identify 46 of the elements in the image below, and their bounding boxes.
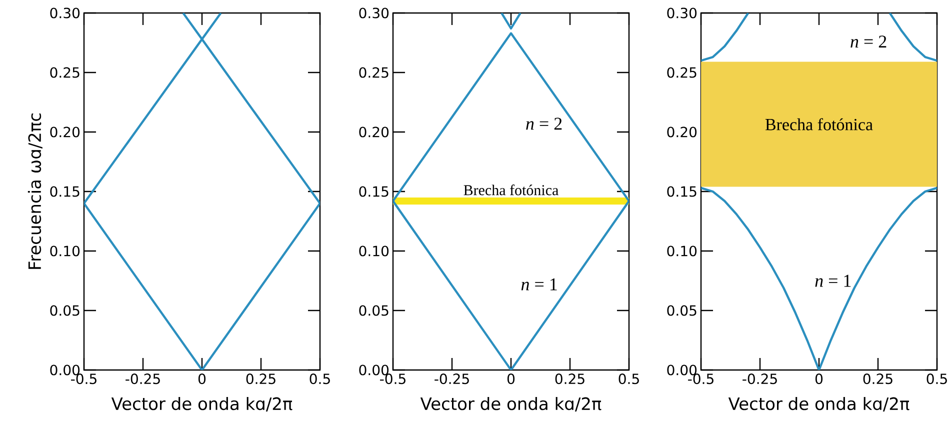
x-tick-label: 0.5 xyxy=(618,374,639,384)
y-tick-label: 0.00 xyxy=(359,364,389,376)
y-tick-label: 0.20 xyxy=(359,126,389,138)
y-tick-label: 0.15 xyxy=(50,186,80,197)
y-tick-label: 0.10 xyxy=(50,246,80,256)
y-tick-label: 0.05 xyxy=(359,305,388,316)
y-tick-label: 0.00 xyxy=(50,364,80,376)
x-tick-label: -0.5 xyxy=(380,374,406,384)
x-axis-title: Vector de onda kɑ/2π xyxy=(420,396,602,412)
annotation: n = 1 xyxy=(815,274,851,287)
y-tick-label: 0.30 xyxy=(50,8,80,18)
x-tick-label: -0.25 xyxy=(126,374,160,384)
x-tick-label: 0.5 xyxy=(310,374,330,384)
y-tick-label: 0.05 xyxy=(50,305,80,316)
x-tick-label: 0.5 xyxy=(926,374,947,384)
x-tick-label: -0.25 xyxy=(434,374,469,384)
y-tick-label: 0.10 xyxy=(359,246,389,256)
x-tick-label: 0 xyxy=(815,374,823,384)
annotation: n = 2 xyxy=(526,118,562,130)
y-tick-label: 0.05 xyxy=(667,305,696,316)
y-tick-label: 0.30 xyxy=(359,8,389,18)
y-tick-label: 0.25 xyxy=(50,67,80,78)
x-tick-label: 0.25 xyxy=(246,374,276,384)
y-axis-title: Frecuencia ωɑ/2πc xyxy=(28,114,42,269)
y-tick-label: 0.20 xyxy=(50,126,80,138)
x-tick-label: -0.5 xyxy=(71,374,96,384)
y-tick-label: 0.10 xyxy=(667,246,697,256)
y-tick-label: 0.20 xyxy=(667,126,697,138)
y-tick-label: 0.25 xyxy=(667,67,696,78)
annotation: n = 1 xyxy=(521,278,557,290)
x-tick-label: -0.25 xyxy=(742,374,777,384)
annotation: n = 2 xyxy=(850,36,886,48)
x-axis-title: Vector de onda kɑ/2π xyxy=(111,396,292,412)
y-tick-label: 0.15 xyxy=(359,186,388,197)
y-tick-label: 0.15 xyxy=(667,186,696,197)
band-label: Brecha fotónica xyxy=(765,118,873,130)
x-tick-label: 0.25 xyxy=(555,374,584,384)
x-axis-title: Vector de onda kɑ/2π xyxy=(728,396,910,412)
y-tick-label: 0.30 xyxy=(667,8,697,18)
x-tick-label: 0 xyxy=(507,374,515,384)
x-tick-label: 0.25 xyxy=(863,374,892,384)
y-tick-label: 0.25 xyxy=(359,67,388,78)
band-label: Brecha fotónica xyxy=(464,184,558,196)
x-tick-label: 0 xyxy=(198,374,206,384)
x-tick-label: -0.5 xyxy=(688,374,714,384)
y-tick-label: 0.00 xyxy=(667,364,697,376)
